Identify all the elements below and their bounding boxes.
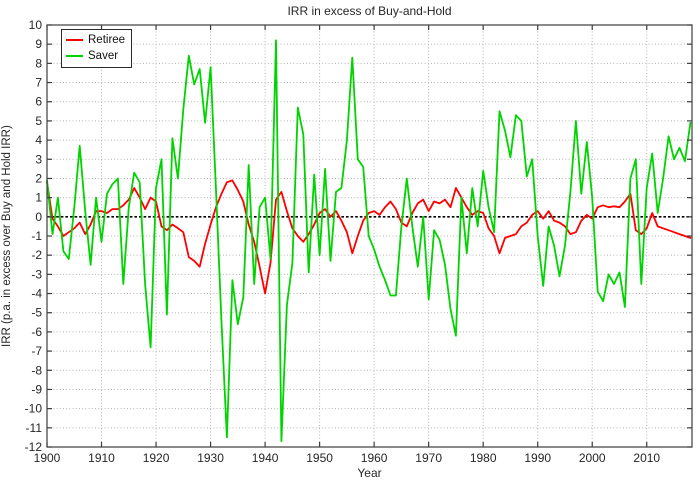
y-tick-label: 4 [35, 133, 42, 147]
x-tick-label: 1910 [88, 451, 115, 465]
y-tick-label: 1 [35, 191, 42, 205]
y-tick-label: 9 [35, 37, 42, 51]
retiree-line [46, 179, 692, 295]
y-tick-label: 3 [35, 152, 42, 166]
x-tick-label: 2000 [579, 451, 606, 465]
legend-item-retiree: Retiree [66, 32, 125, 48]
legend-item-saver: Saver [66, 48, 125, 64]
chart-title: IRR in excess of Buy-and-Hold [287, 4, 452, 18]
x-tick-label: 1980 [470, 451, 497, 465]
y-tick-label: 5 [35, 114, 42, 128]
retiree-line-swatch [66, 38, 83, 42]
y-tick-label: -9 [31, 382, 42, 396]
y-tick-label: -1 [31, 229, 42, 243]
x-tick-label: 1900 [34, 451, 61, 465]
y-axis-label: IRR (p.a. in excess over Buy and Hold IR… [1, 125, 13, 347]
saver-line [46, 39, 692, 443]
y-tick-label: 10 [29, 18, 43, 32]
y-tick-label: -3 [31, 267, 42, 281]
x-tick-label: 2010 [633, 451, 660, 465]
x-tick-label: 1920 [143, 451, 170, 465]
y-tick-label: 0 [35, 210, 42, 224]
y-tick-label: -8 [31, 363, 42, 377]
x-tick-label: 1990 [524, 451, 551, 465]
series-lines [46, 39, 692, 443]
x-tick-label: 1940 [252, 451, 279, 465]
x-tick-label: 1950 [306, 451, 333, 465]
legend: Retiree Saver [61, 29, 133, 68]
legend-label-saver: Saver [88, 50, 119, 62]
y-tick-label: -6 [31, 325, 42, 339]
y-tick-label: 6 [35, 95, 42, 109]
legend-label-retiree: Retiree [88, 34, 126, 46]
y-tick-label: -10 [25, 402, 43, 416]
x-tick-labels: 1900 1910 1920 1930 1940 1950 1960 1970 1980 1990… [34, 451, 661, 465]
y-tick-label: -5 [31, 306, 42, 320]
x-axis-label: Year [357, 466, 382, 480]
y-tick-label: -2 [31, 248, 42, 262]
y-tick-label: -4 [31, 287, 42, 301]
x-tick-label: 1960 [361, 451, 388, 465]
y-tick-label: -7 [31, 344, 42, 358]
x-tick-label: 1930 [197, 451, 224, 465]
y-tick-label: 2 [35, 171, 42, 185]
y-tick-label: 7 [35, 76, 42, 90]
y-tick-label: 8 [35, 56, 42, 70]
y-tick-label: -11 [26, 421, 43, 435]
x-tick-label: 1970 [415, 451, 442, 465]
saver-line-swatch [66, 54, 83, 58]
y-tick-label: -12 [25, 440, 43, 454]
